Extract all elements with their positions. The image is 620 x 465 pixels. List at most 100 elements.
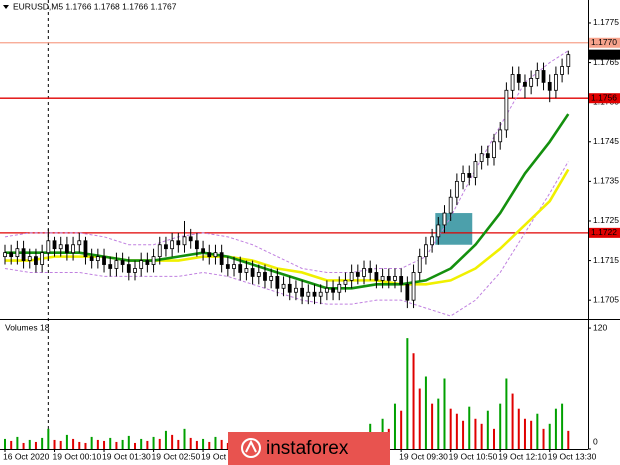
candle-body <box>516 74 521 83</box>
x-tick-label: 19 Oct 02:50 <box>152 451 201 461</box>
candle-body <box>65 244 69 254</box>
x-tick-label: 19 Oct 12:10 <box>498 451 547 461</box>
candle-body <box>77 240 82 246</box>
candle-body <box>182 236 187 246</box>
candle-body <box>108 264 113 269</box>
candle-body <box>219 252 224 265</box>
watermark-logo-mark <box>245 439 257 453</box>
candle-body <box>454 180 459 198</box>
x-tick-label: 19 Oct 10:50 <box>449 451 498 461</box>
candle-body <box>151 256 156 265</box>
candle-body <box>380 276 385 281</box>
price-level-box <box>589 93 620 104</box>
candle-body <box>362 268 366 277</box>
candle-body <box>461 173 465 182</box>
x-tick-label: 19 Oct 13:30 <box>548 451 597 461</box>
candle-body <box>3 252 7 258</box>
candle-body <box>102 256 106 265</box>
candle-body <box>424 244 428 258</box>
candle-body <box>498 129 503 143</box>
candle-body <box>256 272 261 277</box>
candle-body <box>504 89 509 131</box>
candle-body <box>95 256 100 261</box>
y-tick-label: 1.1715 <box>593 255 619 265</box>
candle-body <box>324 287 329 293</box>
candle-body <box>269 276 274 281</box>
candle-body <box>405 283 410 301</box>
candle-body <box>448 196 453 214</box>
candle-body <box>417 256 422 273</box>
candle-body <box>355 272 360 277</box>
candle-body <box>133 268 137 273</box>
candle-body <box>188 236 193 242</box>
candle-body <box>27 256 32 261</box>
candle-body <box>492 141 496 159</box>
volume-tick-label: 0 <box>593 436 598 446</box>
candle-body <box>232 264 236 269</box>
y-tick-label: 1.1735 <box>593 176 619 186</box>
candle-body <box>393 276 397 281</box>
candle-body <box>145 260 150 265</box>
candle-body <box>244 268 249 273</box>
volume-tick-label: 120 <box>593 322 607 332</box>
candle-body <box>89 256 94 261</box>
y-tick-label: 1.1725 <box>593 215 619 225</box>
candle-body <box>207 252 212 258</box>
watermark-text: instaforex <box>266 438 349 459</box>
candle-body <box>83 240 88 258</box>
price-level-box <box>589 227 620 238</box>
candle-body <box>473 161 478 178</box>
candle-body <box>157 244 162 258</box>
candle-body <box>213 252 218 258</box>
indicator-line <box>4 50 569 273</box>
last-price-box <box>589 49 620 60</box>
watermark-logo <box>241 438 261 458</box>
candle-body <box>331 287 335 293</box>
y-tick-label: 1.1745 <box>593 136 619 146</box>
candle-body <box>442 212 447 226</box>
candle-body <box>250 268 255 277</box>
price-level-label: 1.1756 <box>591 92 617 102</box>
candle-body <box>300 287 305 297</box>
candle-body <box>386 276 391 281</box>
candle-body <box>479 153 484 162</box>
y-tick-label: 1.1775 <box>593 17 619 27</box>
last-price-label: 1.1767 <box>591 49 617 59</box>
candle-body <box>21 248 26 261</box>
candle-body <box>281 283 286 289</box>
price-level-box <box>589 37 620 48</box>
candle-body <box>9 252 14 258</box>
candle-body <box>399 276 404 285</box>
highlight-zone <box>435 213 473 245</box>
candle-body <box>510 74 515 91</box>
candle-body <box>238 264 243 273</box>
y-tick-label: 1.1765 <box>593 57 619 67</box>
candle-body <box>312 291 317 297</box>
x-tick-label: 19 Oct 04:10 <box>201 451 250 461</box>
candle-body <box>294 287 298 293</box>
price-level-label: 1.1722 <box>591 227 617 237</box>
candle-body <box>287 283 292 293</box>
indicator-line <box>4 161 569 317</box>
candle-body <box>318 291 323 297</box>
candle-body <box>560 66 564 75</box>
x-tick-label: 19 Oct 09:30 <box>399 451 448 461</box>
candle-body <box>46 240 51 254</box>
x-tick-label: 19 Oct 01:30 <box>102 451 151 461</box>
volume-title: Volumes 18 <box>5 322 50 332</box>
plot-area: 16 Oct 2020 19 Oct 00:10 19 Oct 01:30 19 Oc… <box>0 0 597 461</box>
x-tick-label: 16 Oct 2020 <box>3 451 50 461</box>
candle-body <box>306 291 311 297</box>
candle-body <box>126 264 131 273</box>
candle-body <box>368 268 373 273</box>
candle-body <box>34 256 38 265</box>
candle-body <box>170 240 175 250</box>
candle-body <box>15 248 20 258</box>
x-tick-label: 19 Oct 00:10 <box>53 451 102 461</box>
candle-body <box>523 81 527 87</box>
candle-body <box>71 244 75 254</box>
candle-body <box>547 81 552 91</box>
candle-body <box>485 153 490 159</box>
